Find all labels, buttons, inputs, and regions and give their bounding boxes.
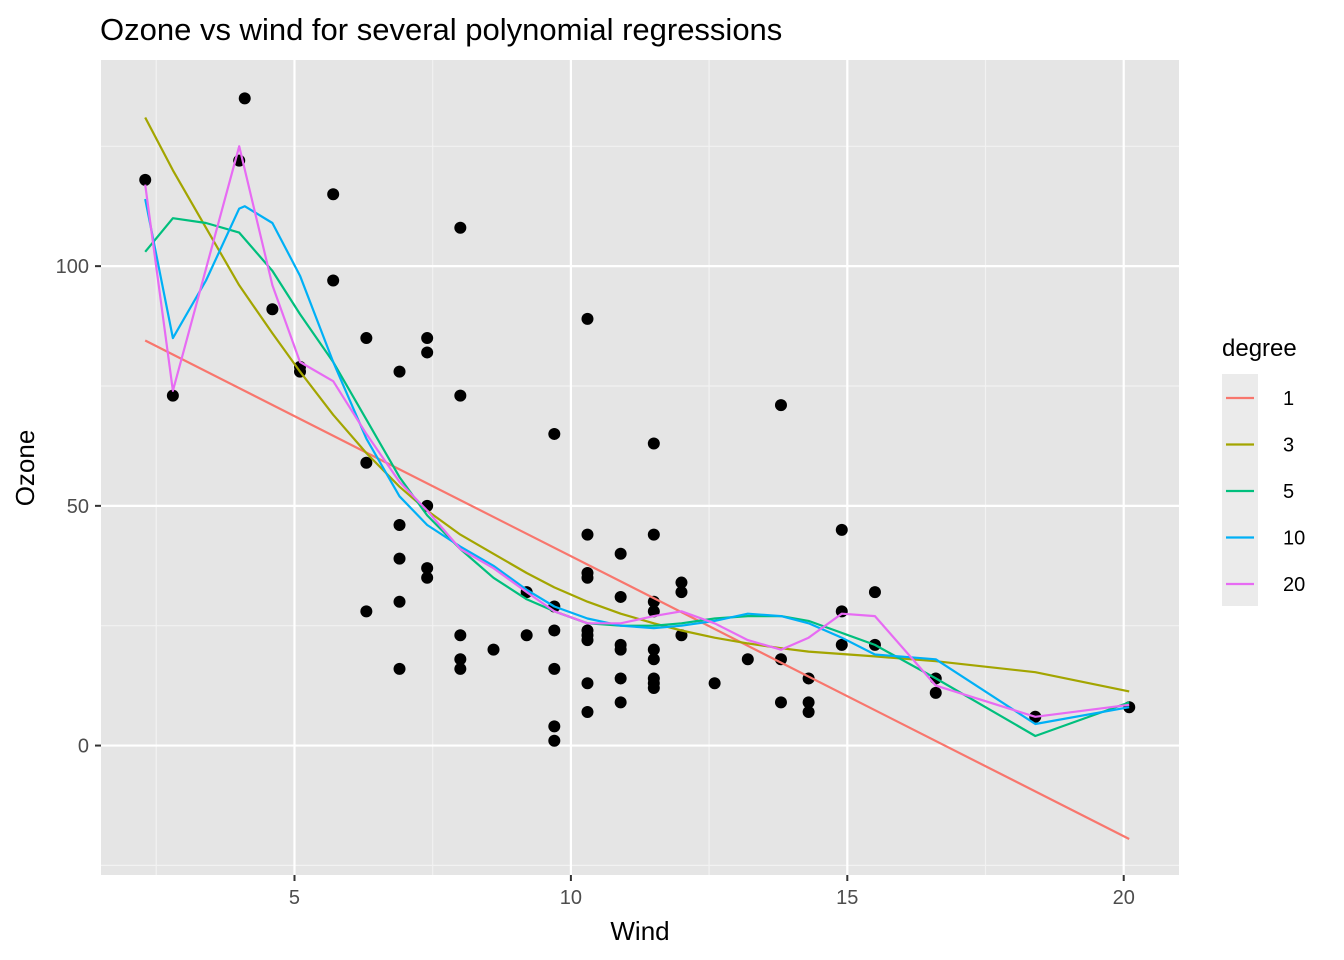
data-point — [454, 662, 467, 675]
data-point — [774, 399, 787, 412]
data-point — [548, 734, 561, 747]
y-tick-label: 100 — [56, 256, 89, 278]
legend-label-degree-1: 1 — [1283, 388, 1294, 410]
regression-line-degree-1 — [144, 339, 1130, 840]
data-point — [835, 523, 848, 536]
data-point — [647, 528, 660, 541]
data-point — [741, 653, 754, 666]
data-point — [614, 643, 627, 656]
data-point — [360, 456, 373, 469]
data-points — [139, 92, 1136, 747]
data-point — [327, 274, 340, 287]
data-point — [421, 332, 434, 345]
x-tick-label: 10 — [560, 887, 582, 909]
data-point — [548, 624, 561, 637]
data-point — [238, 92, 251, 105]
data-point — [421, 346, 434, 359]
data-point — [360, 605, 373, 618]
legend-label-degree-3: 3 — [1283, 435, 1294, 457]
regression-line-degree-3 — [144, 116, 1130, 693]
data-point — [581, 312, 594, 325]
data-point — [454, 629, 467, 642]
data-point — [166, 389, 179, 402]
data-point — [647, 605, 660, 618]
data-point — [802, 706, 815, 718]
regression-line-degree-10 — [144, 198, 1130, 726]
data-point — [929, 686, 942, 699]
y-tick-label: 0 — [78, 736, 89, 758]
data-point — [327, 188, 340, 201]
major-gridlines — [101, 60, 1179, 875]
data-point — [487, 643, 500, 656]
data-point — [647, 643, 660, 656]
data-point — [614, 696, 627, 709]
data-point — [393, 365, 406, 378]
data-point — [421, 571, 434, 584]
data-point — [675, 576, 688, 589]
y-tick-label: 50 — [67, 496, 89, 518]
data-point — [835, 638, 848, 651]
data-point — [454, 653, 467, 666]
legend-title: degree — [1222, 335, 1297, 362]
data-point — [393, 519, 406, 532]
data-point — [868, 586, 881, 599]
data-point — [548, 720, 561, 733]
data-point — [802, 696, 815, 709]
data-point — [614, 590, 627, 603]
data-point — [454, 221, 467, 234]
data-point — [581, 677, 594, 690]
x-tick-label: 20 — [1113, 887, 1135, 909]
data-point — [614, 672, 627, 685]
regression-line-degree-20 — [144, 145, 1130, 718]
x-tick-label: 15 — [836, 887, 858, 909]
data-point — [581, 528, 594, 541]
chart-title: Ozone vs wind for several polynomial reg… — [100, 12, 782, 47]
data-point — [647, 437, 660, 450]
legend-label-degree-10: 10 — [1283, 528, 1305, 550]
data-point — [774, 696, 787, 709]
data-point — [393, 662, 406, 675]
x-axis-ticks: 5 10 15 20 — [289, 875, 1135, 909]
plot-panel — [101, 60, 1179, 875]
data-point — [266, 303, 279, 316]
data-point — [139, 173, 152, 186]
data-point — [421, 562, 434, 575]
data-point — [548, 427, 561, 440]
data-point — [581, 634, 594, 647]
data-point — [581, 571, 594, 584]
data-point — [647, 653, 660, 666]
data-point — [647, 682, 660, 695]
data-point — [360, 332, 373, 345]
legend-label-degree-5: 5 — [1283, 481, 1294, 503]
data-point — [548, 662, 561, 675]
legend: degree 1 3 5 10 20 — [1222, 335, 1305, 606]
regression-lines — [144, 116, 1130, 840]
data-point — [675, 629, 688, 642]
y-axis-ticks: 0 50 100 — [56, 256, 101, 758]
data-point — [454, 389, 467, 402]
data-point — [581, 706, 594, 718]
data-point — [675, 586, 688, 599]
data-point — [708, 677, 721, 690]
data-point — [393, 552, 406, 565]
data-point — [520, 629, 533, 642]
legend-label-degree-20: 20 — [1283, 574, 1305, 596]
data-point — [393, 595, 406, 608]
y-axis-title: Ozone — [10, 430, 40, 507]
legend-items: 1 3 5 10 20 — [1226, 388, 1305, 596]
data-point — [614, 547, 627, 560]
x-axis-title: Wind — [610, 916, 669, 946]
x-tick-label: 5 — [289, 887, 300, 909]
